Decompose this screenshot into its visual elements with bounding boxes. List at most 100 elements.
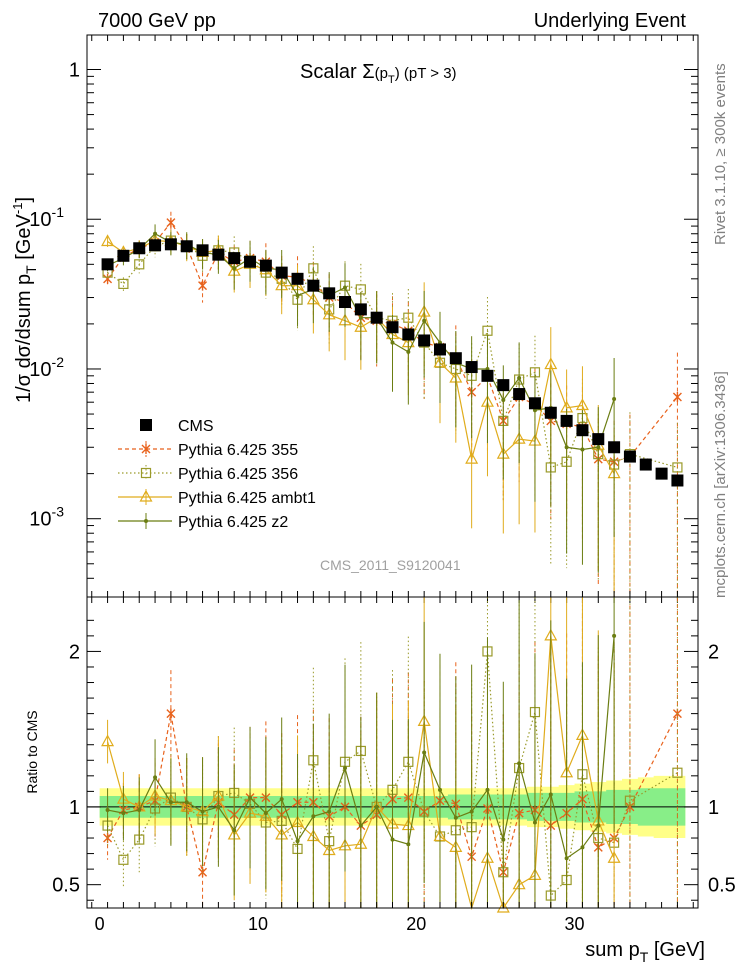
ratio-series-point	[624, 795, 636, 806]
main-series-point	[358, 315, 363, 320]
y-tick-label-right: 2	[708, 641, 719, 663]
x-tick-label: 30	[565, 914, 585, 934]
ratio-series-point	[184, 800, 189, 805]
ratio-series-point	[103, 833, 113, 844]
ratio-plot: 0 10 20 30 0.5 0.5 1 1 2 2	[52, 596, 736, 934]
x-axis-label: sum pT [GeV]	[585, 939, 705, 965]
main-series-point	[343, 285, 348, 290]
cms-data-point	[133, 242, 146, 255]
legend-marker	[141, 444, 151, 454]
cms-data-point	[370, 311, 383, 324]
ratio-series-point	[153, 775, 158, 780]
y-tick-label: 1	[69, 60, 80, 82]
legend-label: Pythia 6.425 356	[178, 466, 298, 483]
mcplots-label: mcplots.cern.ch [arXiv:1306.3436]	[712, 371, 729, 598]
y-axis-label-ratio: Ratio to CMS	[24, 710, 40, 793]
ratio-series-point	[607, 850, 621, 863]
ratio-series-3	[105, 597, 617, 908]
cms-data-point	[576, 424, 589, 437]
ratio-plot-data-layer	[87, 597, 698, 913]
cms-data-point	[433, 343, 446, 356]
main-plot-axes: 110-110-210-3	[29, 35, 698, 603]
legend-marker	[139, 489, 153, 502]
main-series-point	[422, 318, 427, 323]
ratio-series-point	[118, 854, 129, 865]
cms-data-point	[639, 458, 652, 471]
ratio-series-point	[496, 900, 510, 913]
cms-data-point	[418, 334, 431, 347]
main-series-point	[406, 349, 411, 354]
ratio-series-point	[485, 787, 490, 792]
ratio-series-point	[232, 828, 237, 833]
rivet-version-label: Rivet 3.1.10, ≥ 300k events	[712, 63, 729, 245]
legend-marker	[144, 519, 148, 523]
main-series-3	[105, 224, 617, 573]
cms-data-point	[655, 467, 668, 480]
ratio-series-point	[311, 814, 316, 819]
main-series-point	[544, 357, 558, 370]
ratio-series-point	[137, 808, 142, 813]
cms-data-point	[354, 303, 367, 316]
legend: CMS Pythia 6.425 355 Pythia 6.425 356 Pythi…	[118, 418, 316, 531]
ratio-series-point	[374, 804, 379, 809]
ratio-series-point	[198, 867, 208, 878]
header-right: Underlying Event	[534, 10, 687, 32]
ratio-series-point	[469, 809, 474, 814]
legend-label: Pythia 6.425 355	[178, 442, 298, 459]
cms-data-point	[196, 244, 209, 257]
cms-data-points	[101, 238, 684, 487]
x-tick-label: 10	[248, 914, 268, 934]
cms-data-point	[101, 258, 114, 271]
x-tick-label: 20	[406, 914, 426, 934]
cms-data-point	[497, 379, 510, 392]
main-plot: 110-110-210-3 Scalar Σ(pT) (pT > 3) CMS_…	[29, 34, 699, 603]
ratio-series-point	[501, 837, 506, 842]
legend-marker-cms	[140, 419, 152, 431]
legend-label: Pythia 6.425 z2	[178, 514, 288, 531]
main-series-point	[198, 280, 208, 291]
main-plot-title: Scalar Σ(pT) (pT > 3)	[300, 61, 457, 86]
cms-data-point	[164, 238, 177, 251]
cms-data-point	[608, 441, 621, 454]
ratio-series-point	[101, 734, 115, 747]
cms-data-point	[386, 321, 399, 334]
legend-marker	[140, 467, 152, 479]
main-series-point	[295, 293, 300, 298]
ratio-series-point	[548, 792, 553, 797]
ratio-series-point	[343, 766, 348, 771]
main-series-point	[672, 391, 682, 402]
cms-data-point	[259, 259, 272, 272]
cms-data-point	[275, 266, 288, 279]
y-tick-label: 10-3	[29, 504, 64, 531]
main-series-point	[390, 340, 395, 345]
ratio-series-point	[358, 823, 363, 828]
ratio-series-point	[517, 761, 522, 766]
cms-data-point	[339, 296, 352, 309]
y-tick-label: 1	[69, 797, 80, 819]
ratio-series-point	[216, 804, 221, 809]
ratio-series-point	[532, 820, 537, 825]
y-tick-label-right: 0.5	[708, 875, 736, 897]
cms-data-point	[560, 414, 573, 427]
analysis-watermark: CMS_2011_S9120041	[320, 557, 461, 573]
cms-data-point	[513, 388, 526, 401]
ratio-series-point	[437, 787, 442, 792]
header-left: 7000 GeV pp	[98, 10, 216, 32]
cms-data-point	[212, 248, 225, 261]
main-series-point	[672, 462, 683, 473]
ratio-series-point	[295, 839, 300, 844]
ratio-series-point	[580, 845, 585, 850]
cms-data-point	[449, 352, 462, 365]
ratio-series-point	[248, 795, 253, 800]
ratio-series-point	[168, 800, 173, 805]
y-tick-label: 2	[69, 641, 80, 663]
ratio-series-point	[263, 811, 268, 816]
ratio-series-point	[200, 809, 205, 814]
main-series-point	[612, 397, 617, 402]
main-plot-data-layer	[101, 211, 684, 597]
cms-data-point	[671, 474, 684, 487]
cms-data-point	[623, 450, 636, 463]
y-tick-label: 10-1	[29, 204, 64, 231]
main-series-point	[564, 445, 569, 450]
